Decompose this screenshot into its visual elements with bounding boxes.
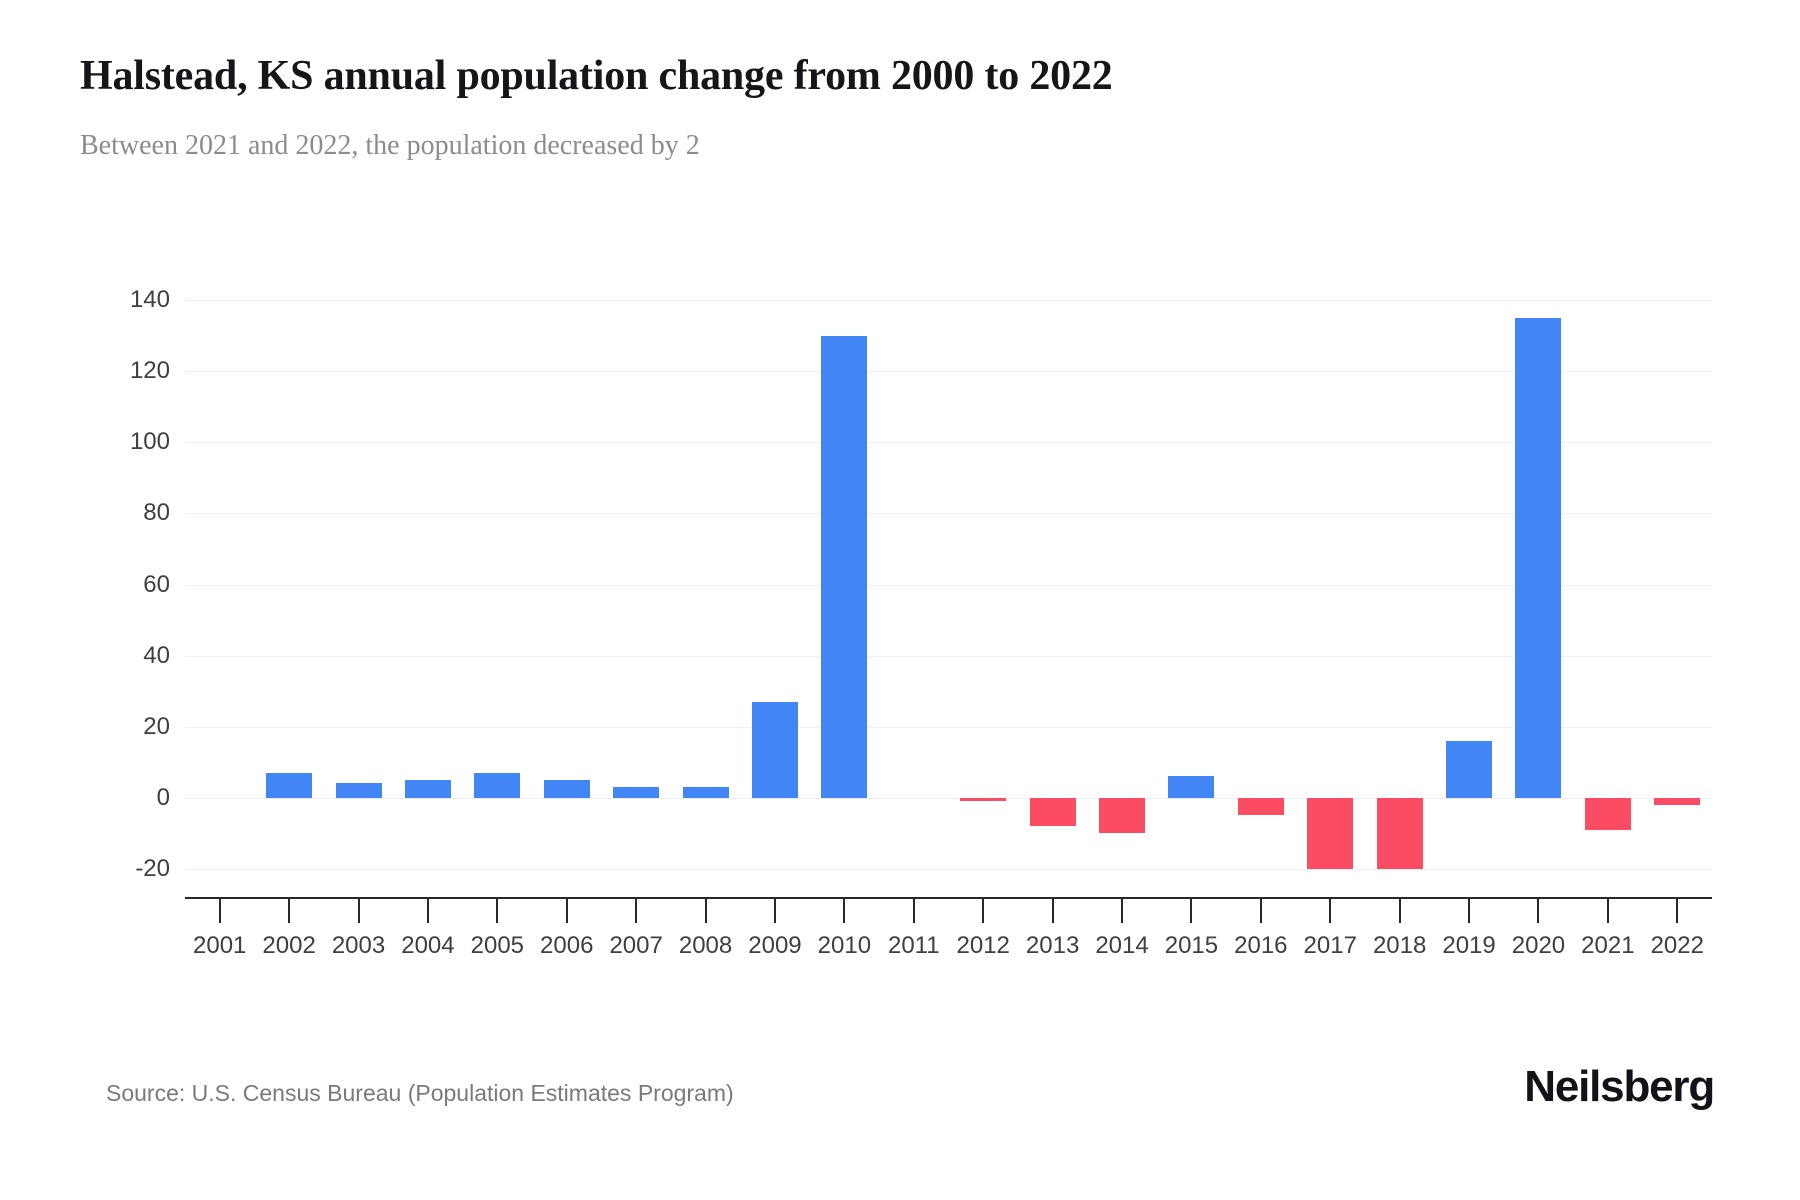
bar[interactable] — [266, 772, 313, 798]
page-title: Halstead, KS annual population change fr… — [80, 53, 1113, 99]
bar[interactable] — [682, 786, 729, 798]
bar[interactable] — [1376, 797, 1423, 869]
bar[interactable] — [821, 335, 868, 798]
x-axis-tick-label: 2015 — [1164, 932, 1219, 959]
source-note: Source: U.S. Census Bureau (Population E… — [106, 1080, 734, 1106]
x-axis-tick-label: 2009 — [748, 932, 802, 959]
bar[interactable] — [543, 779, 590, 798]
x-axis-tick-label: 2002 — [262, 932, 316, 959]
x-axis-tick-label: 2019 — [1442, 932, 1496, 959]
y-axis-tick-label: 60 — [143, 570, 170, 598]
x-axis-tick — [1259, 899, 1262, 923]
gridline — [185, 513, 1712, 515]
x-axis-tick — [912, 899, 915, 923]
x-axis-tick — [1051, 899, 1054, 923]
x-axis-tick — [288, 899, 291, 923]
bar[interactable] — [1168, 776, 1215, 798]
x-axis-tick — [1121, 899, 1124, 923]
bar[interactable] — [1584, 797, 1631, 830]
bar[interactable] — [751, 701, 798, 798]
x-axis-tick — [218, 899, 221, 923]
x-axis-tick-label: 2001 — [193, 932, 247, 959]
x-axis-tick — [1676, 899, 1679, 923]
gridline — [185, 584, 1712, 586]
y-axis-tick-label: 40 — [143, 641, 170, 669]
x-axis-tick — [704, 899, 707, 923]
plot-area — [185, 272, 1712, 897]
x-axis-tick-label: 2021 — [1581, 932, 1635, 959]
x-axis-tick — [1398, 899, 1401, 923]
x-axis-tick-label: 2016 — [1234, 932, 1288, 959]
y-axis-tick-label: -20 — [135, 854, 170, 882]
x-axis-tick-label: 2013 — [1025, 932, 1080, 959]
x-axis-tick — [1468, 899, 1471, 923]
x-axis-tick-label: 2017 — [1303, 932, 1357, 959]
x-axis-tick — [843, 899, 846, 923]
y-axis-tick-label: 140 — [129, 286, 170, 314]
x-axis-tick-label: 2011 — [887, 932, 940, 959]
x-axis-tick-label: 2020 — [1511, 932, 1566, 959]
bar[interactable] — [1307, 797, 1354, 869]
x-axis-tick — [565, 899, 568, 923]
x-axis-tick-label: 2004 — [401, 932, 455, 959]
y-axis-tick-label: 80 — [143, 499, 170, 527]
gridline — [185, 726, 1712, 728]
x-axis-tick-label: 2012 — [956, 932, 1010, 959]
bar[interactable] — [1099, 797, 1146, 834]
x-axis-tick-label: 2007 — [609, 932, 663, 959]
bar-series — [185, 272, 1712, 897]
gridline — [185, 655, 1712, 657]
gridline — [185, 868, 1712, 870]
x-axis-tick-label: 2005 — [470, 932, 525, 959]
x-axis-line — [185, 897, 1712, 899]
y-axis-tick-label: 120 — [129, 357, 170, 385]
x-axis-tick-label: 2022 — [1650, 932, 1704, 959]
gridline — [185, 371, 1712, 373]
bar[interactable] — [1446, 740, 1493, 798]
bar[interactable] — [1237, 797, 1284, 816]
x-axis-tick — [1606, 899, 1609, 923]
y-axis-tick-label: 100 — [129, 428, 170, 456]
y-axis-tick-label: 20 — [143, 712, 170, 740]
x-axis-tick — [1537, 899, 1540, 923]
brand-logo: Neilsberg — [1524, 1062, 1715, 1111]
bar[interactable] — [474, 772, 521, 798]
gridline — [185, 300, 1712, 302]
gridline — [185, 797, 1712, 799]
bar[interactable] — [1029, 797, 1076, 826]
gridline — [185, 442, 1712, 444]
x-axis-tick-label: 2008 — [678, 932, 733, 959]
x-axis-tick — [357, 899, 360, 923]
x-axis-tick-label: 2006 — [540, 932, 594, 959]
bar[interactable] — [1515, 318, 1562, 798]
x-axis-tick — [1329, 899, 1332, 923]
x-axis-tick — [496, 899, 499, 923]
bar[interactable] — [335, 783, 382, 798]
y-axis-tick-label: 0 — [156, 783, 170, 811]
x-axis-tick-label: 2010 — [817, 932, 872, 959]
bar[interactable] — [613, 786, 660, 798]
bar[interactable] — [1654, 797, 1701, 805]
x-axis-tick-label: 2014 — [1095, 932, 1149, 959]
x-axis-tick — [426, 899, 429, 923]
bar[interactable] — [960, 797, 1007, 802]
x-axis-tick — [635, 899, 638, 923]
x-axis-tick — [773, 899, 776, 923]
x-axis-tick — [1190, 899, 1193, 923]
x-axis-tick — [982, 899, 985, 923]
bar[interactable] — [404, 779, 451, 798]
page-subtitle: Between 2021 and 2022, the population de… — [80, 130, 700, 161]
x-axis-tick-label: 2018 — [1372, 932, 1427, 959]
x-axis-tick-label: 2003 — [331, 932, 386, 959]
